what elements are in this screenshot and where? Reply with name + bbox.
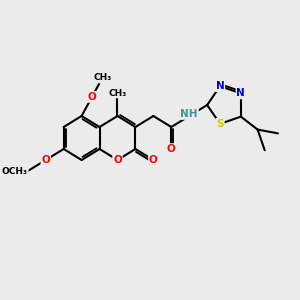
Text: O: O xyxy=(167,144,176,154)
Text: OCH₃: OCH₃ xyxy=(2,167,28,176)
Text: N: N xyxy=(236,88,245,98)
Text: S: S xyxy=(216,119,224,129)
Text: ₃: ₃ xyxy=(100,73,104,83)
Text: O: O xyxy=(149,155,158,165)
Text: O: O xyxy=(41,155,50,165)
Text: O: O xyxy=(88,92,96,102)
Text: N: N xyxy=(216,81,224,91)
Text: CH₃: CH₃ xyxy=(93,74,111,82)
Text: O: O xyxy=(113,155,122,165)
Text: CH₃: CH₃ xyxy=(108,88,127,98)
Text: NH: NH xyxy=(181,109,198,119)
